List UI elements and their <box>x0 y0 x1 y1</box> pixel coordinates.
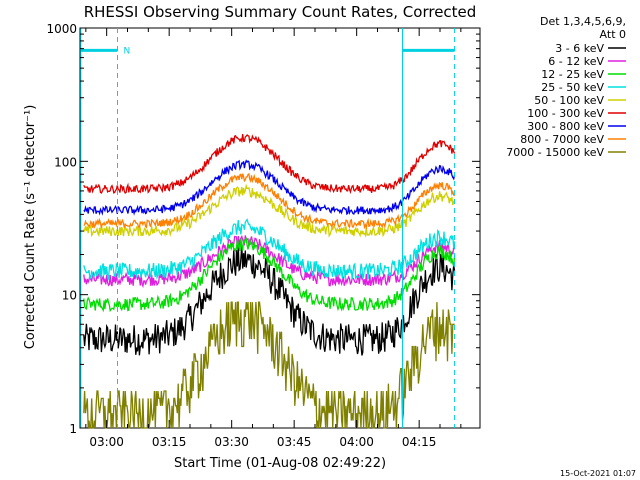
plot-area <box>79 27 481 429</box>
series-line-2 <box>83 235 456 289</box>
legend-entry: 25 - 50 keV <box>541 81 604 94</box>
legend-entry: 12 - 25 keV <box>541 68 604 81</box>
plot-frame <box>79 27 481 429</box>
legend-entry: 7000 - 15000 keV <box>506 146 604 159</box>
series-line-1 <box>83 245 456 356</box>
chart-title: RHESSI Observing Summary Count Rates, Co… <box>84 3 477 21</box>
night-marker-layer: N <box>80 28 456 428</box>
x-tick-label: 03:15 <box>152 435 187 449</box>
series-line-5 <box>83 183 456 238</box>
y-tick-label: 10 <box>62 289 77 303</box>
x-tick-label: 04:15 <box>402 435 437 449</box>
series-line-8 <box>83 172 456 231</box>
y-tick-label: 100 <box>54 155 77 169</box>
series-line-6 <box>83 134 456 195</box>
x-tick-label: 03:00 <box>89 435 124 449</box>
legend-entry: 3 - 6 keV <box>555 42 604 55</box>
y-tick-label: 1 <box>69 422 77 436</box>
x-axis-label: Start Time (01-Aug-08 02:49:22) <box>174 456 386 471</box>
axes-layer: 1 10 100 1000 03:00 03:15 03:30 03:45 04:00 04:15 <box>46 22 480 449</box>
series-line-9 <box>83 301 455 429</box>
y-axis-label: Corrected Count Rate (s⁻¹ detector⁻¹) <box>23 105 38 350</box>
legend-entry: 50 - 100 keV <box>534 94 604 107</box>
legend-entry: 300 - 800 keV <box>527 120 604 133</box>
footer-date: 15-Oct-2021 01:07 <box>560 469 636 478</box>
legend-header: Det 1,3,4,5,6,9, <box>540 15 626 28</box>
series-line-4 <box>83 218 456 281</box>
x-tick-label: 04:00 <box>339 435 374 449</box>
x-tick-label: 03:30 <box>214 435 249 449</box>
y-tick-label: 1000 <box>46 22 77 36</box>
series-line-3 <box>83 237 456 313</box>
x-tick-label: 03:45 <box>277 435 312 449</box>
series-layer <box>83 134 456 429</box>
legend-entry: 100 - 300 keV <box>527 107 604 120</box>
legend-header: Att 0 <box>600 28 626 41</box>
legend-entry: 6 - 12 keV <box>548 55 604 68</box>
legend-entry: 800 - 7000 keV <box>520 133 604 146</box>
night-flag-label: N <box>124 46 131 56</box>
series-line-7 <box>83 159 456 216</box>
